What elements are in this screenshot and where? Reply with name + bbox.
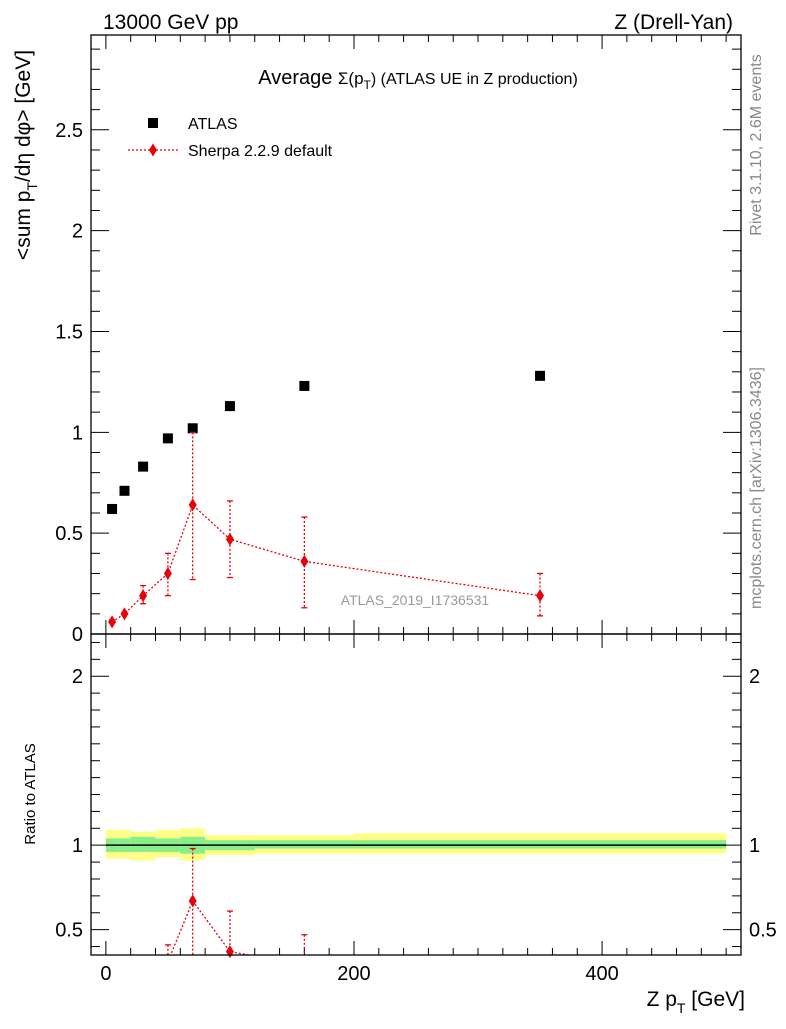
- ratio-ytick-label-left: 2: [72, 666, 83, 688]
- main-ytick-label: 2: [72, 221, 83, 243]
- main-ylabel-rest: /dη dφ> [GeV]: [12, 50, 35, 182]
- main-mc-point: [536, 589, 545, 603]
- atlas-data-point: [299, 380, 310, 391]
- main-series: [107, 370, 546, 629]
- main-ylabel: <sum pT/dη dφ> [GeV]: [12, 50, 40, 260]
- main-ytick-label: 1: [72, 422, 83, 444]
- ratio-bands: [105, 828, 727, 861]
- ratio-ytick-label-right: 1: [749, 835, 760, 857]
- main-axis-ticks: 0 0.5 1 1.5 2 2.5: [55, 35, 741, 646]
- legend-sherpa-marker: [149, 143, 157, 157]
- title-suffix: ) (ATLAS UE in Z production): [371, 71, 578, 88]
- atlas-data-point: [535, 370, 546, 381]
- rivet-label: Rivet 3.1.10, 2.6M events: [748, 54, 765, 235]
- title-prefix: Average: [258, 67, 332, 89]
- ratio-xtick-label: 200: [337, 963, 370, 985]
- main-title: Average Σ(pT) (ATLAS UE in Z production): [258, 67, 578, 92]
- atlas-data-point: [107, 503, 118, 514]
- ratio-xlabel: Z pT [GeV]: [647, 988, 745, 1016]
- ratio-xtick-label: 0: [100, 963, 111, 985]
- atlas-data-point: [187, 423, 198, 434]
- main-mc-point: [225, 532, 234, 546]
- main-ylabel-sub: T: [24, 182, 40, 191]
- xlabel-rest: [GeV]: [685, 988, 745, 1011]
- main-mc-point: [120, 607, 129, 621]
- main-mc-point: [300, 554, 309, 568]
- main-mc-point: [188, 498, 197, 512]
- analysis-watermark: ATLAS_2019_I1736531: [341, 592, 490, 608]
- ratio-mc-line: [169, 899, 253, 955]
- ratio-xtick-label: 400: [585, 963, 618, 985]
- atlas-data-point: [138, 461, 149, 472]
- main-mc-point: [108, 615, 117, 629]
- main-mc-point: [139, 589, 148, 603]
- title-sub: T: [364, 78, 372, 92]
- header-right: Z (Drell-Yan): [614, 11, 733, 34]
- ratio-frame: [90, 633, 742, 956]
- ratio-ytick-label-right: 2: [749, 666, 760, 688]
- main-ylabel-main: <sum p: [12, 191, 35, 260]
- ratio-ytick-label-left: 0.5: [55, 920, 83, 942]
- ratio-ytick-label-left: 1: [72, 835, 83, 857]
- ratio-band-inner: [254, 840, 354, 849]
- xlabel-main: Z p: [647, 988, 677, 1011]
- legend: ATLAS Sherpa 2.2.9 default: [128, 116, 333, 160]
- ratio-ytick-label-right: 0.5: [749, 920, 777, 942]
- ratio-series: [164, 847, 308, 959]
- main-mc-point: [163, 566, 172, 580]
- title-sigma: Σ(p: [338, 69, 364, 88]
- atlas-data-point: [224, 401, 235, 412]
- xlabel-sub: T: [677, 1000, 686, 1016]
- ratio-axis-ticks: 0.5 0.5 1 1 2 2 0 200 400: [55, 634, 777, 985]
- atlas-data-point: [119, 485, 130, 496]
- header-left: 13000 GeV pp: [103, 11, 238, 34]
- ratio-band-inner: [353, 840, 727, 849]
- main-ytick-label: 1.5: [55, 321, 83, 343]
- legend-atlas-marker: [148, 118, 158, 128]
- ratio-ylabel: Ratio to ATLAS: [22, 743, 39, 844]
- main-ytick-label: 0.5: [55, 523, 83, 545]
- mcplots-label: mcplots.cern.ch [arXiv:1306.3436]: [748, 367, 765, 609]
- legend-atlas-label: ATLAS: [188, 116, 238, 133]
- main-ytick-label: 0: [72, 624, 83, 646]
- main-ytick-label: 2.5: [55, 120, 83, 142]
- ratio-mc-point: [188, 894, 197, 908]
- legend-sherpa-label: Sherpa 2.2.9 default: [188, 143, 333, 160]
- ratio-band-inner: [130, 836, 156, 852]
- atlas-data-point: [162, 433, 173, 444]
